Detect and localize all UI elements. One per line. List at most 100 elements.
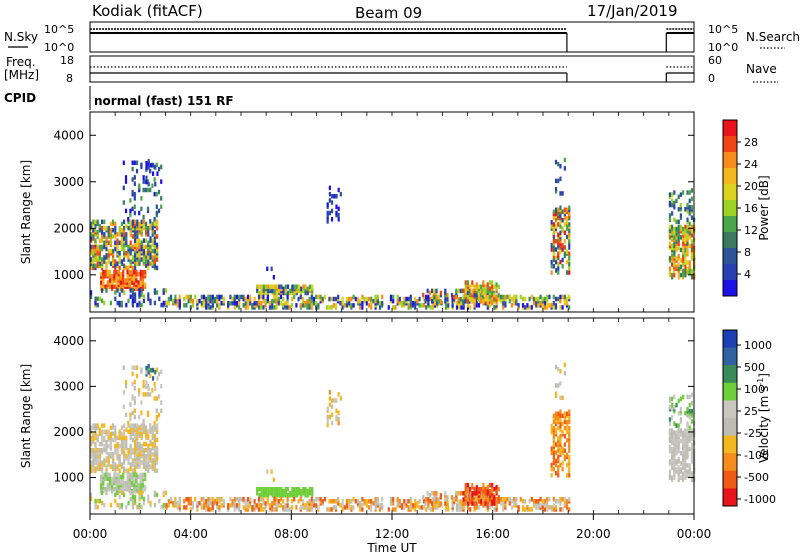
power-echo (131, 177, 134, 182)
velocity-echo (103, 443, 106, 449)
power-echo (554, 247, 558, 252)
velocity-echo (304, 503, 307, 508)
power-echo (550, 259, 553, 265)
power-echo (468, 292, 471, 298)
power-echo (330, 200, 334, 205)
velocity-echo (113, 472, 116, 478)
velocity-echo (554, 462, 558, 468)
power-echo (145, 175, 148, 181)
velocity-echo (677, 444, 680, 450)
velocity-echo (350, 505, 353, 510)
power-echo (140, 292, 143, 297)
velocity-echo (279, 503, 283, 508)
velocity-echo (565, 423, 569, 429)
power-echo (506, 294, 509, 300)
power-echo (151, 183, 154, 189)
power-echo (154, 181, 157, 187)
power-echo (679, 264, 683, 269)
power-echo (129, 208, 132, 214)
velocity-echo (686, 432, 689, 437)
velocity-echo (321, 499, 324, 504)
velocity-echo (100, 474, 103, 480)
velocity-echo (156, 445, 159, 451)
velocity-echo (295, 505, 298, 510)
velocity-echo (361, 496, 364, 502)
power-echo (528, 296, 531, 302)
velocity-echo (220, 496, 223, 502)
power-echo (155, 210, 158, 216)
velocity-echo (123, 460, 126, 465)
station-title: Kodiak (fitACF) (92, 2, 203, 20)
power-echo (466, 294, 470, 300)
power-echo (185, 294, 188, 300)
velocity-echo (127, 429, 130, 435)
power-echo (479, 288, 482, 294)
power-echo (122, 269, 125, 275)
velocity-echo (218, 496, 221, 502)
power-echo (128, 269, 131, 275)
velocity-echo (267, 486, 270, 492)
power-echo (147, 225, 150, 231)
velocity-echo (145, 425, 148, 430)
velocity-echo (374, 496, 377, 502)
velocity-echo (198, 501, 201, 506)
nsky-panel-frame (89, 21, 695, 53)
power-echo (139, 276, 142, 281)
velocity-echo (118, 458, 121, 463)
power-echo (277, 296, 280, 302)
velocity-echo (350, 499, 353, 504)
velocity-echo (568, 464, 571, 470)
velocity-echo (253, 503, 256, 508)
power-echo (189, 294, 192, 300)
power-echo (559, 259, 562, 265)
power-echo (422, 303, 426, 308)
velocity-echo (117, 472, 120, 478)
velocity-echo (118, 494, 121, 500)
power-echo (114, 246, 117, 252)
power-echo (458, 305, 461, 310)
power-echo (565, 249, 569, 254)
colorbar-tick-label: 20 (744, 180, 758, 193)
power-echo (131, 234, 134, 239)
power-echo (565, 259, 569, 265)
power-echo (684, 224, 687, 230)
velocity-echo (105, 445, 108, 451)
power-echo (255, 300, 258, 306)
velocity-echo (96, 458, 99, 463)
power-echo (554, 268, 558, 273)
power-echo (334, 296, 338, 302)
power-echo (144, 282, 147, 287)
velocity-echo (515, 496, 518, 502)
velocity-echo (145, 384, 148, 389)
power-echo (502, 294, 505, 300)
power-echo (563, 230, 566, 236)
velocity-echo (120, 450, 123, 455)
power-echo (131, 298, 134, 304)
beam-title: Beam 09 (355, 4, 422, 22)
power-echo (537, 296, 540, 302)
velocity-echo (439, 493, 442, 498)
velocity-echo (671, 406, 674, 412)
power-echo (480, 284, 483, 289)
power-echo (133, 175, 136, 180)
velocity-echo (202, 503, 206, 508)
velocity-echo (98, 441, 101, 447)
velocity-echo (557, 468, 560, 474)
power-echo (142, 179, 145, 184)
velocity-echo (392, 496, 395, 502)
velocity-echo (271, 486, 274, 492)
power-echo (563, 222, 566, 227)
velocity-echo (117, 488, 120, 494)
colorbar-cell (723, 248, 737, 265)
power-echo (145, 165, 148, 170)
power-echo (361, 300, 364, 306)
power-echo (273, 298, 276, 304)
velocity-echo (153, 381, 156, 387)
velocity-echo (155, 367, 158, 373)
velocity-echo (122, 404, 125, 409)
velocity-echo (677, 423, 680, 428)
velocity-echo (409, 496, 412, 502)
power-echo (677, 241, 680, 246)
velocity-echo (341, 507, 344, 512)
power-echo (374, 294, 377, 300)
